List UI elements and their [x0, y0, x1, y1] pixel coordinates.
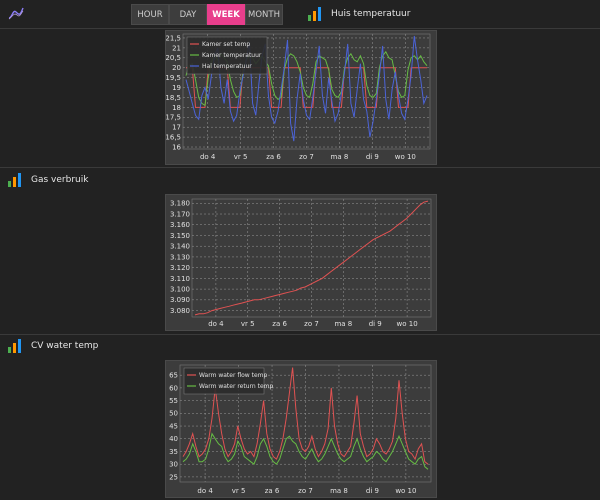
y-tick-label: 17: [172, 124, 181, 132]
legend-label: Kamer temperatuur: [202, 52, 262, 59]
y-tick-label: 3.150: [170, 232, 190, 240]
cv-water-temp-plot: 25 30 35 40 45 50 55 60 65 do 4 vr 5 za 6 zo 7 ma 8 di…: [169, 364, 432, 495]
y-tick-label: 45: [169, 422, 178, 430]
x-tick-label: zo 7: [304, 320, 319, 328]
x-tick-label: vr 5: [234, 153, 248, 161]
range-button-week[interactable]: WEEK: [207, 4, 245, 25]
x-tick-label: ma 8: [334, 320, 352, 328]
x-tick-label: zo 7: [298, 487, 313, 495]
legend-label: Warm water return temp: [199, 383, 273, 390]
x-tick-label: wo 10: [395, 153, 416, 161]
y-tick-label: 50: [169, 410, 178, 418]
x-tick-label: di 9: [369, 320, 382, 328]
chart-legend: Warm water flow temp Warm water return te…: [183, 367, 273, 395]
section-divider: [0, 334, 600, 335]
y-tick-label: 3.100: [170, 286, 190, 294]
y-tick-label: 3.120: [170, 264, 190, 272]
bar-chart-icon: [8, 339, 22, 353]
x-tick-label: do 4: [200, 153, 216, 161]
range-button-month[interactable]: MONTH: [245, 4, 283, 25]
section-divider: [0, 167, 600, 168]
x-tick-label: za 6: [272, 320, 287, 328]
trend-line-icon[interactable]: [8, 6, 24, 20]
legend-label: Hal temperatuur: [202, 63, 252, 70]
y-tick-label: 19: [172, 84, 181, 92]
y-tick-label: 20,5: [166, 54, 181, 62]
x-tick-label: vr 5: [241, 320, 255, 328]
y-tick-label: 19,5: [166, 74, 181, 82]
x-tick-label: zo 7: [299, 153, 314, 161]
chart-cv-water-temp: 25 30 35 40 45 50 55 60 65 do 4 vr 5 za 6 zo 7 ma 8 di…: [165, 360, 437, 498]
y-tick-label: 3.140: [170, 243, 190, 251]
x-tick-label: di 9: [366, 153, 379, 161]
range-button-hour[interactable]: HOUR: [131, 4, 169, 25]
bar-chart-icon: [8, 173, 22, 187]
y-tick-label: 30: [169, 461, 178, 469]
chart-huis-temperatuur: 16 16,5 17 17,5 18 18,5 19 19,5 20 20,5 21 21,5 do 4…: [165, 30, 437, 165]
top-bar: HOUR DAY WEEK MONTH Huis temperatuur: [0, 0, 600, 29]
x-tick-label: ma 8: [330, 487, 348, 495]
y-tick-label: 55: [169, 397, 178, 405]
y-tick-label: 20: [172, 64, 181, 72]
y-tick-label: 16: [172, 143, 181, 151]
x-tick-label: wo 10: [397, 320, 418, 328]
y-tick-label: 60: [169, 384, 178, 392]
series-line-1: [182, 432, 429, 470]
series-line-0: [182, 367, 429, 465]
section-title-huis-temperatuur: Huis temperatuur: [331, 9, 411, 19]
y-tick-label: 3.160: [170, 221, 190, 229]
y-tick-label: 18,5: [166, 94, 181, 102]
legend-box: [183, 367, 265, 395]
x-tick-label: di 9: [366, 487, 379, 495]
y-tick-label: 21: [172, 44, 181, 52]
y-tick-label: 3.090: [170, 296, 190, 304]
series-line-2: [185, 35, 428, 142]
bar-chart-icon: [308, 7, 322, 21]
y-tick-label: 25: [169, 473, 178, 481]
y-tick-label: 16,5: [166, 134, 181, 142]
x-tick-label: vr 5: [232, 487, 246, 495]
y-tick-label: 40: [169, 435, 178, 443]
y-tick-label: 21,5: [166, 34, 181, 42]
x-tick-label: za 6: [266, 153, 281, 161]
y-tick-label: 17,5: [166, 114, 181, 122]
y-tick-label: 3.110: [170, 275, 190, 283]
y-tick-label: 3.180: [170, 200, 190, 208]
x-tick-label: wo 10: [395, 487, 416, 495]
x-tick-label: do 4: [197, 487, 213, 495]
chart-legend: Kamer set temp Kamer temperatuur Hal tempe…: [186, 36, 268, 75]
x-tick-label: ma 8: [331, 153, 349, 161]
range-button-day[interactable]: DAY: [169, 4, 207, 25]
plot-area: [191, 198, 432, 318]
legend-label: Kamer set temp: [202, 41, 250, 48]
y-tick-label: 3.080: [170, 307, 190, 315]
x-tick-label: za 6: [265, 487, 280, 495]
y-tick-label: 3.130: [170, 253, 190, 261]
section-title-gas-verbruik: Gas verbruik: [31, 175, 89, 185]
section-title-cv-water-temp: CV water temp: [31, 341, 99, 351]
gas-verbruik-plot: 3.080 3.090 3.100 3.110 3.120 3.130 3.140 3.150…: [170, 198, 432, 328]
y-tick-label: 35: [169, 448, 178, 456]
legend-label: Warm water flow temp: [199, 372, 267, 379]
y-tick-label: 3.170: [170, 210, 190, 218]
series-line-0: [194, 200, 429, 316]
legend-box: [186, 36, 268, 75]
chart-gas-verbruik: 3.080 3.090 3.100 3.110 3.120 3.130 3.140 3.150…: [165, 194, 437, 331]
y-tick-label: 65: [169, 372, 178, 380]
x-tick-label: do 4: [208, 320, 224, 328]
y-tick-label: 18: [172, 104, 181, 112]
